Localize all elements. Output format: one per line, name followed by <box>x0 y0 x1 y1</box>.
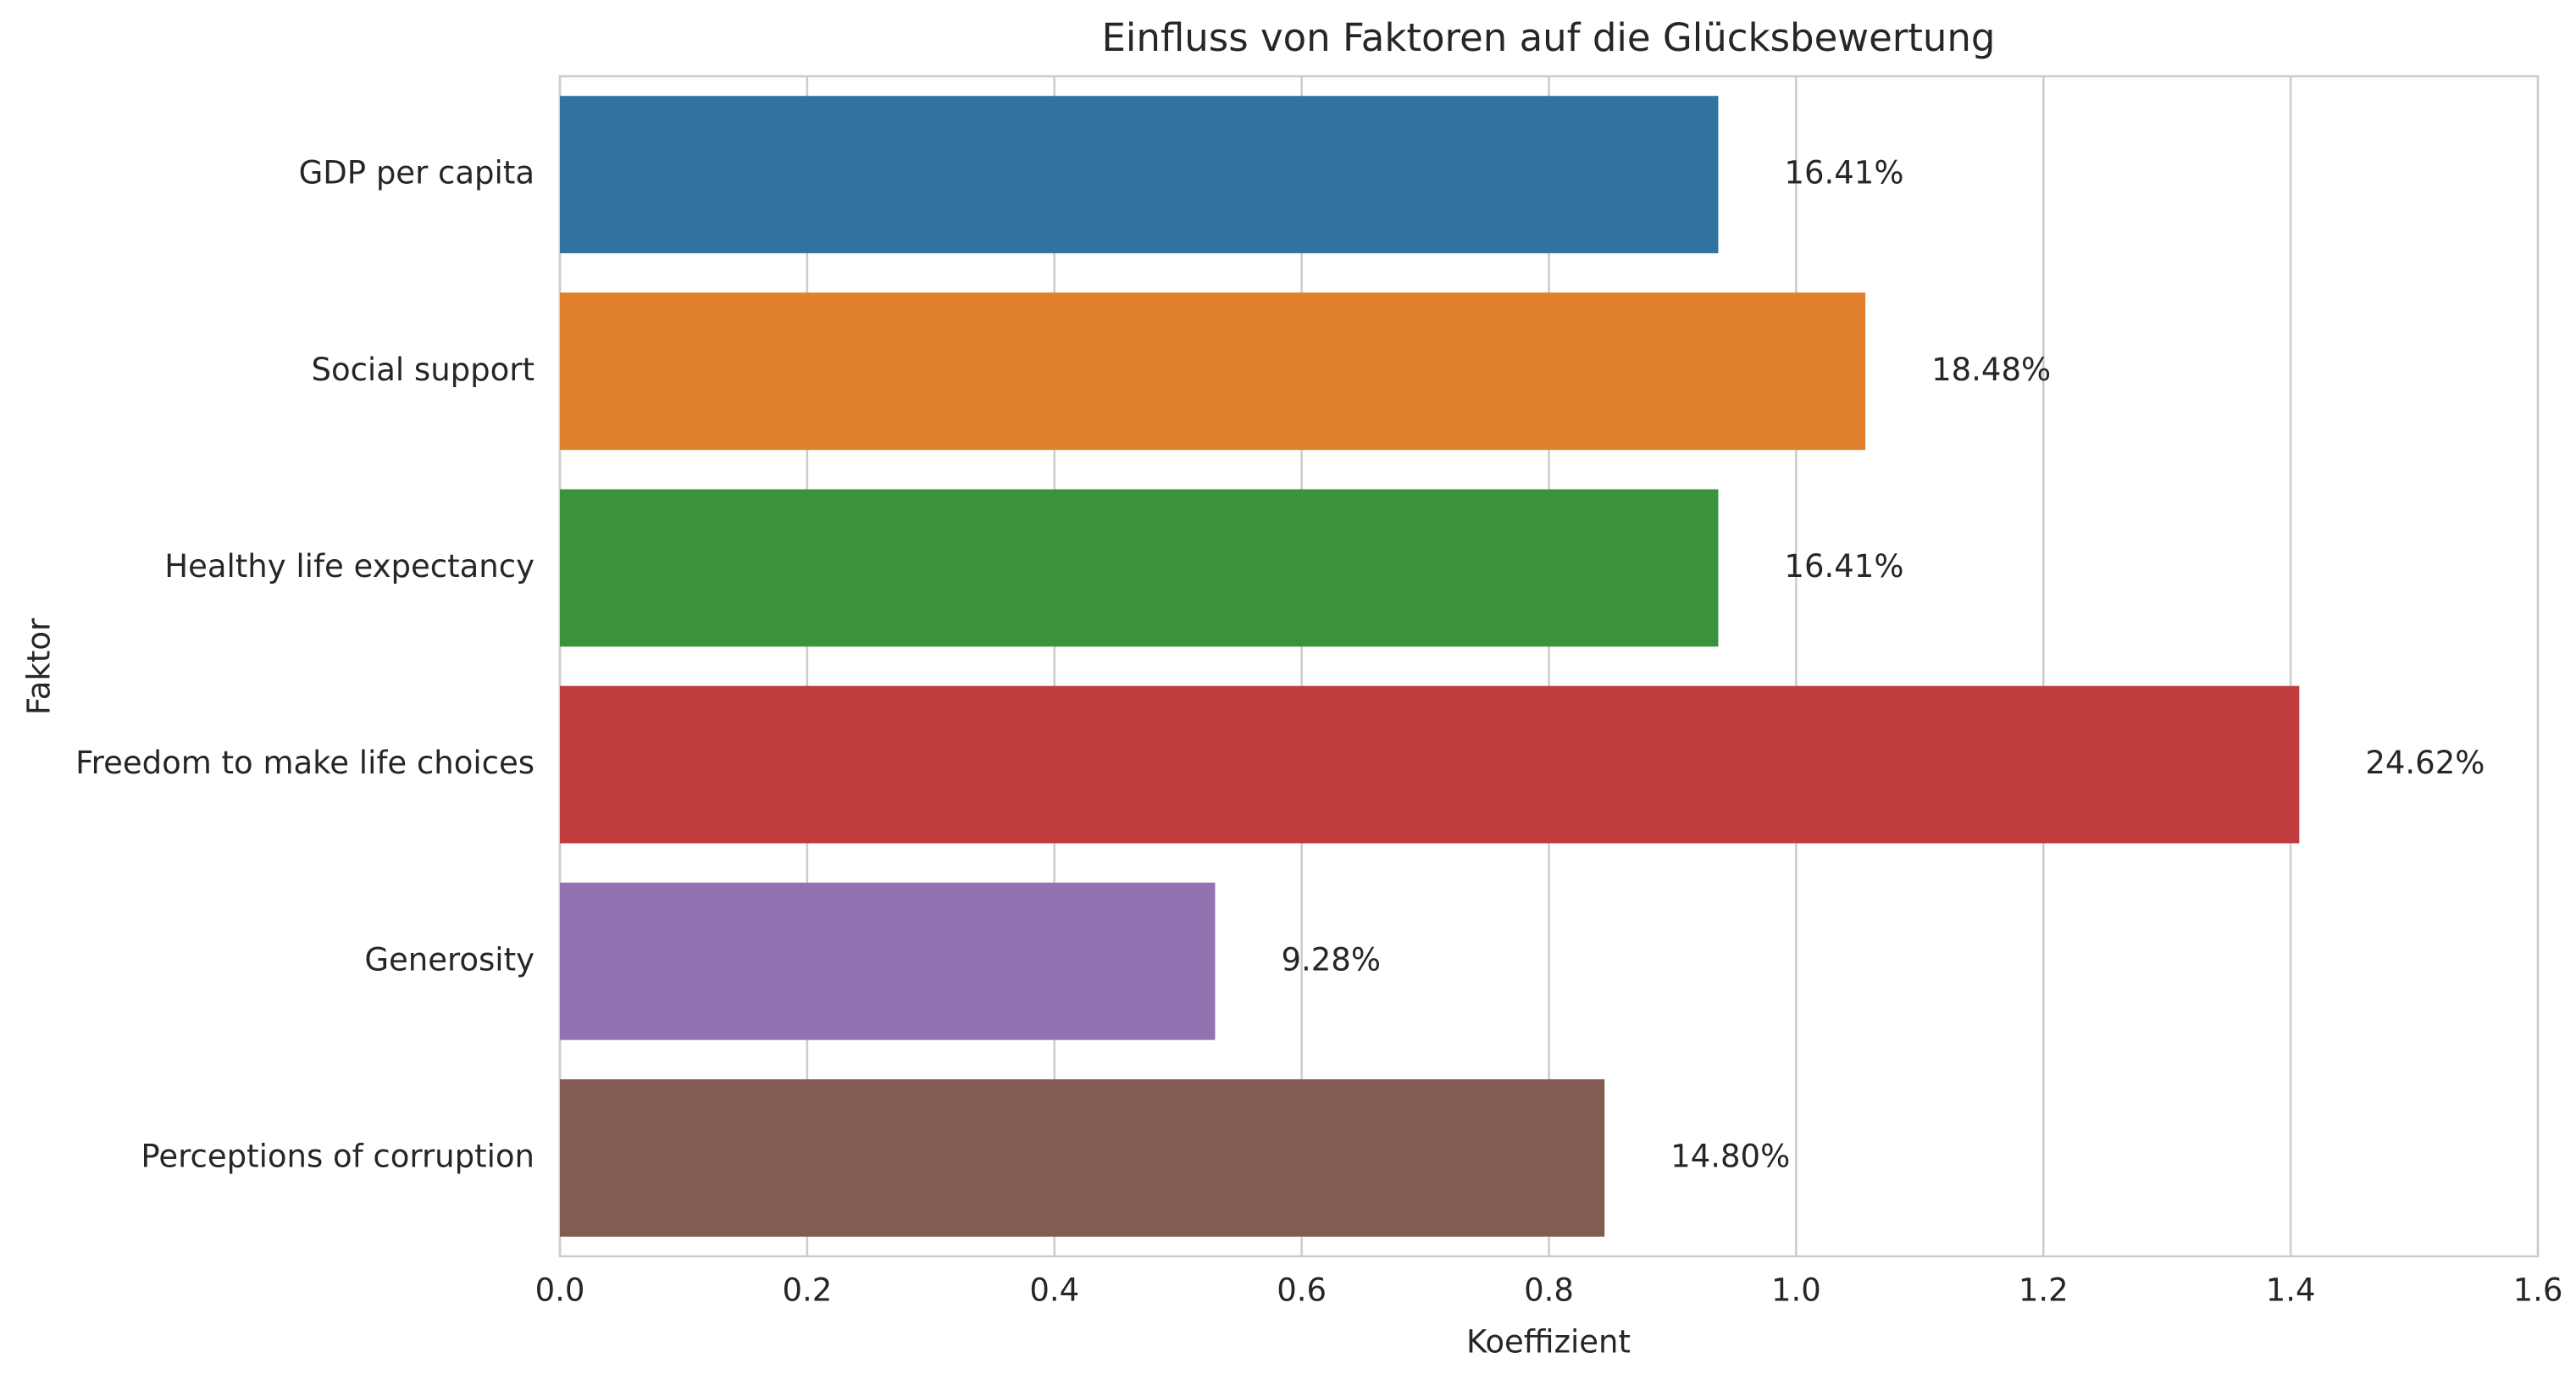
x-tick-label: 0.0 <box>535 1272 585 1309</box>
bar <box>560 489 1719 647</box>
x-axis-label: Koeffizient <box>1466 1324 1631 1361</box>
x-tick-label: 0.6 <box>1277 1272 1327 1309</box>
x-tick-label: 0.2 <box>782 1272 832 1309</box>
bar-label: 16.41% <box>1784 155 1903 191</box>
y-tick-label: Freedom to make life choices <box>75 745 535 781</box>
x-tick-label: 0.8 <box>1524 1272 1574 1309</box>
bar <box>560 96 1719 253</box>
x-tick-label: 0.4 <box>1029 1272 1079 1309</box>
x-tick-label: 1.2 <box>2019 1272 2069 1309</box>
bar <box>560 685 2300 844</box>
chart-title: Einfluss von Faktoren auf die Glücksbewe… <box>1101 15 1995 60</box>
plot-frame <box>558 75 2540 1258</box>
y-tick-label: GDP per capita <box>299 155 535 191</box>
x-tick-label: 1.0 <box>1771 1272 1821 1309</box>
bar-label: 9.28% <box>1281 941 1381 978</box>
x-tick-label: 1.6 <box>2513 1272 2563 1309</box>
y-tick-label: Generosity <box>364 941 535 978</box>
bar-label: 18.48% <box>1931 352 2051 388</box>
bar <box>560 292 1866 451</box>
bar-label: 16.41% <box>1784 548 1903 585</box>
bar-label: 14.80% <box>1670 1138 1790 1174</box>
bar <box>560 1079 1605 1237</box>
y-tick-label: Healthy life expectancy <box>164 548 535 585</box>
x-tick-label: 1.4 <box>2266 1272 2316 1309</box>
y-axis-label: Faktor <box>21 618 58 715</box>
bar-label: 24.62% <box>2365 745 2485 781</box>
y-tick-label: Perceptions of corruption <box>141 1138 535 1174</box>
y-tick-label: Social support <box>311 352 535 388</box>
bar <box>560 882 1216 1040</box>
